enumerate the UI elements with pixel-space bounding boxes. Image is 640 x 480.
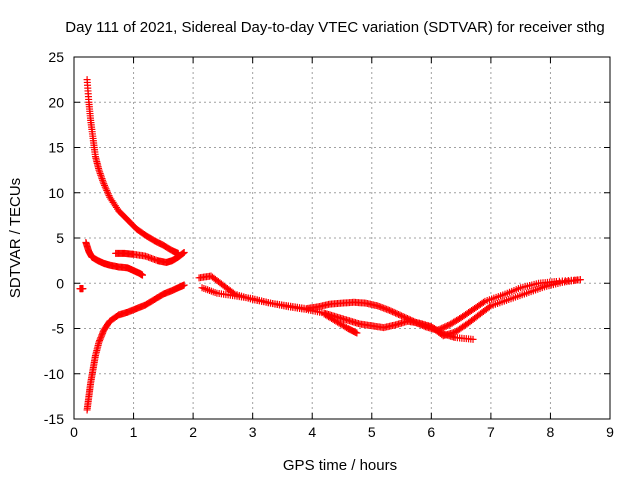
series-arc-1 xyxy=(83,76,182,257)
data-point xyxy=(386,306,394,314)
x-tick-label: 0 xyxy=(70,424,78,440)
data-point xyxy=(392,309,400,317)
data-point xyxy=(399,313,407,321)
series-arc-9 xyxy=(404,276,584,340)
data-point xyxy=(395,310,403,318)
y-tick-label: 20 xyxy=(48,94,64,110)
x-tick-label: 5 xyxy=(368,424,376,440)
x-axis-ticks: 0 1 2 3 4 5 6 7 8 9 xyxy=(70,57,614,440)
data-point xyxy=(180,248,188,256)
x-tick-label: 9 xyxy=(606,424,614,440)
data-point xyxy=(479,298,487,306)
series-arc-5 xyxy=(76,285,87,293)
data-point xyxy=(485,303,493,311)
data-point xyxy=(390,308,398,316)
data-point xyxy=(439,324,447,332)
x-tick-label: 6 xyxy=(427,424,435,440)
data-point xyxy=(79,285,87,293)
data-point xyxy=(353,329,361,337)
y-tick-label: 25 xyxy=(48,49,64,65)
x-tick-label: 2 xyxy=(189,424,197,440)
x-tick-label: 4 xyxy=(308,424,316,440)
data-point xyxy=(103,186,111,194)
data-point xyxy=(442,322,450,330)
data-point xyxy=(393,310,401,318)
data-point xyxy=(138,271,146,279)
series-arc-2 xyxy=(82,239,146,279)
series-arc-3 xyxy=(112,248,188,266)
y-axis-label: SDTVAR / TECUs xyxy=(7,178,24,298)
data-point xyxy=(444,322,452,330)
x-axis-label: GPS time / hours xyxy=(283,457,397,474)
y-tick-label: 0 xyxy=(56,275,64,291)
y-tick-label: 15 xyxy=(48,140,64,156)
data-point xyxy=(576,276,584,284)
data-point xyxy=(102,185,110,193)
data-point xyxy=(398,312,406,320)
data-point xyxy=(396,311,404,319)
data-point xyxy=(100,180,108,188)
data-point xyxy=(104,190,112,198)
data-point xyxy=(389,308,397,316)
data-point xyxy=(101,183,109,191)
y-tick-label: -15 xyxy=(44,411,64,427)
x-tick-label: 7 xyxy=(487,424,495,440)
series-arc-8 xyxy=(320,310,361,337)
data-point xyxy=(469,335,477,343)
data-point xyxy=(101,181,109,189)
y-tick-label: 5 xyxy=(56,230,64,246)
x-tick-label: 8 xyxy=(547,424,555,440)
y-axis-ticks: -15 -10 -5 0 5 10 15 20 25 xyxy=(44,49,610,427)
data-point xyxy=(180,281,188,289)
series-arc-4 xyxy=(83,281,188,414)
y-tick-label: -10 xyxy=(44,366,64,382)
x-tick-label: 3 xyxy=(249,424,257,440)
grid-lines xyxy=(74,57,610,419)
y-tick-label: -5 xyxy=(52,321,65,337)
data-points xyxy=(76,76,584,414)
data-point xyxy=(104,188,111,196)
chart-title: Day 111 of 2021, Sidereal Day-to-day VTE… xyxy=(65,19,604,36)
data-point xyxy=(387,307,395,315)
y-tick-label: 10 xyxy=(48,185,64,201)
x-tick-label: 1 xyxy=(130,424,138,440)
data-point xyxy=(441,323,449,331)
series-arc-7 xyxy=(198,284,477,343)
